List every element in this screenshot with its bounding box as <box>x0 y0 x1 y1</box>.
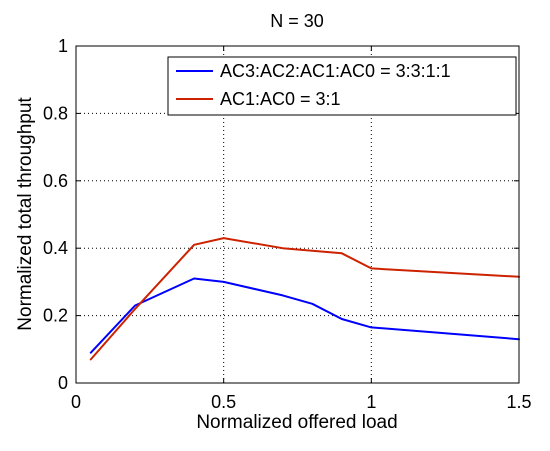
series-2-point-4 <box>281 247 284 249</box>
series-1-point-0 <box>89 351 92 354</box>
x-tick-label-1: 0.5 <box>211 392 236 412</box>
x-axis-label: Normalized offered load <box>196 412 397 433</box>
series-1-point-7 <box>370 326 373 329</box>
series-1-point-6 <box>341 318 343 320</box>
series-1-point-2 <box>193 277 195 280</box>
series-2-point-1 <box>134 308 136 310</box>
series-line-2 <box>89 237 520 361</box>
x-tick-label-3: 1.5 <box>506 392 531 412</box>
y-tick-label-3: 0.6 <box>43 171 68 191</box>
y-tick-label-4: 0.8 <box>43 103 68 123</box>
series-2-point-5 <box>341 252 343 255</box>
legend-box <box>167 56 517 116</box>
y-tick-label-0: 0 <box>58 373 68 393</box>
series-2-point-0 <box>89 358 92 361</box>
legend-label-2: AC1:AC0 = 3:1 <box>220 89 341 109</box>
series-1-point-3 <box>222 281 225 283</box>
x-tick-label-2: 1 <box>366 392 376 412</box>
y-tick-label-1: 0.2 <box>43 306 68 326</box>
x-tick-label-0: 0 <box>71 392 81 412</box>
legend: AC3:AC2:AC1:AC0 = 3:3:1:1 AC1:AC0 = 3:1 <box>167 56 517 116</box>
y-tick-label-5: 1 <box>58 36 68 56</box>
series-1-point-5 <box>311 303 314 305</box>
series-layer <box>89 237 520 361</box>
series-1-point-1 <box>134 304 136 307</box>
legend-label-1: AC3:AC2:AC1:AC0 = 3:3:1:1 <box>220 61 451 81</box>
series-2-point-6 <box>370 267 373 270</box>
chart-title: N = 30 <box>270 11 324 31</box>
plot-frame <box>75 45 520 384</box>
tick-layer: 0 0.5 1 1.5 0 0.2 0.4 0.6 0.8 1 <box>43 36 532 412</box>
y-tick-label-2: 0.4 <box>43 238 68 258</box>
series-1-point-4 <box>281 294 284 297</box>
y-axis-label: Normalized total throughput <box>15 97 36 331</box>
series-2-point-3 <box>222 237 225 239</box>
series-2-point-2 <box>193 244 195 246</box>
